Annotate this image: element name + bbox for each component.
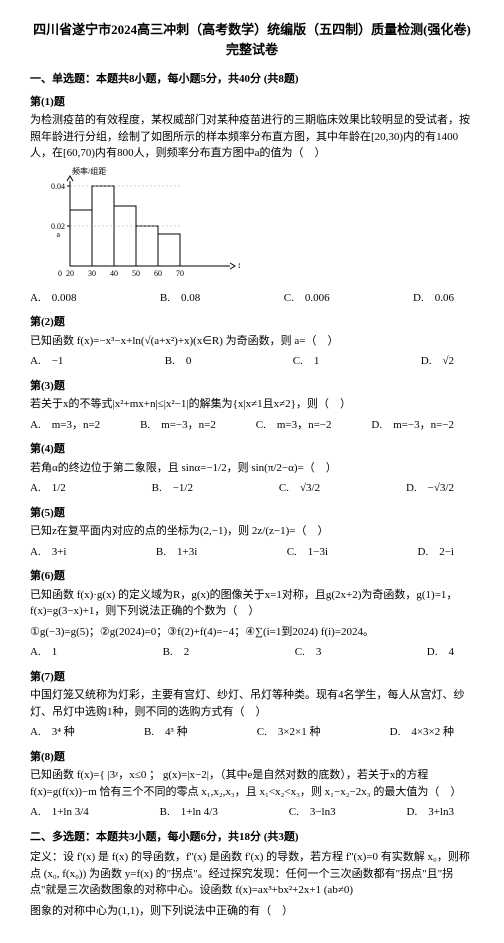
q3-label: 第(3)题 [30, 378, 474, 395]
q1-label: 第(1)题 [30, 94, 474, 111]
q4-optB: B. −1/2 [152, 480, 193, 497]
q8-optA: A. 1+ln 3/4 [30, 804, 89, 821]
q5-body: 已知z在复平面内对应的点的坐标为(2,−1)，则 2z/(z−1)=（ ） [30, 523, 474, 540]
q6-body2: ①g(−3)=g(5)；②g(2024)=0；③f(2)+f(4)=−4；④∑(… [30, 624, 474, 641]
q9-body1: 定义：设 f'(x) 是 f(x) 的导函数，f''(x) 是函数 f'(x) … [30, 849, 474, 899]
q3-options: A. m=3，n=2 B. m=−3，n=2 C. m=3，n=−2 D. m=… [30, 417, 474, 434]
q8-optB: B. 1+ln 4/3 [160, 804, 218, 821]
q7-body: 中国灯笼又统称为灯彩，主要有宫灯、纱灯、吊灯等种类。现有4名学生，每人从宫灯、纱… [30, 687, 474, 720]
q7-label: 第(7)题 [30, 669, 474, 686]
svg-text:年龄/岁: 年龄/岁 [238, 261, 240, 271]
q5-optC: C. 1−3i [287, 544, 328, 561]
q6-optC: C. 3 [295, 644, 322, 661]
svg-text:a: a [56, 230, 60, 239]
q2-optA: A. −1 [30, 353, 63, 370]
svg-text:50: 50 [132, 269, 140, 278]
svg-text:30: 30 [88, 269, 96, 278]
q6-options: A. 1 B. 2 C. 3 D. 4 [30, 644, 474, 661]
svg-text:60: 60 [154, 269, 162, 278]
q5-optD: D. 2−i [418, 544, 454, 561]
q3-optB: B. m=−3，n=2 [140, 417, 216, 434]
q8-body: 已知函数 f(x)={ |3ᵡ，x≤0 ； g(x)=|x−2|，（其中e是自然… [30, 767, 474, 800]
histogram-chart: 2030405060700.040.02频率/组距年龄/岁0a [40, 166, 240, 286]
q7-options: A. 3⁴ 种 B. 4³ 种 C. 3×2×1 种 D. 4×3×2 种 [30, 724, 474, 741]
q4-optD: D. −√3/2 [406, 480, 454, 497]
q3-optC: C. m=3，n=−2 [256, 417, 332, 434]
svg-text:频率/组距: 频率/组距 [72, 166, 106, 176]
q1-optC: C. 0.006 [284, 290, 330, 307]
page-title: 四川省遂宁市2024高三冲刺（高考数学）统编版（五四制）质量检测(强化卷)完整试… [30, 20, 474, 59]
q4-options: A. 1/2 B. −1/2 C. √3/2 D. −√3/2 [30, 480, 474, 497]
q4-optA: A. 1/2 [30, 480, 66, 497]
q1-body: 为检测疫苗的有效程度，某权威部门对某种疫苗进行的三期临床效果比较明显的受试者，按… [30, 112, 474, 162]
svg-text:70: 70 [176, 269, 184, 278]
q5-optA: A. 3+i [30, 544, 66, 561]
svg-text:20: 20 [66, 269, 74, 278]
q6-body: 已知函数 f(x)·g(x) 的定义域为R，g(x)的图像关于x=1对称，且g(… [30, 587, 474, 620]
q7-optA: A. 3⁴ 种 [30, 724, 75, 741]
q3-body: 若关于x的不等式|x²+mx+n|≤|x²−1|的解集为{x|x≠1且x≠2}，… [30, 396, 474, 413]
q6-optB: B. 2 [163, 644, 190, 661]
q1-options: A. 0.008 B. 0.08 C. 0.006 D. 0.06 [30, 290, 474, 307]
svg-text:0: 0 [58, 269, 62, 278]
q5-optB: B. 1+3i [156, 544, 197, 561]
q8-optC: C. 3−ln3 [289, 804, 336, 821]
q6-optA: A. 1 [30, 644, 57, 661]
section1-header: 一、单选题：本题共8小题，每小题5分，共40分 (共8题) [30, 71, 474, 88]
q6-label: 第(6)题 [30, 568, 474, 585]
q2-body: 已知函数 f(x)=−x³−x+ln(√(a+x²)+x)(x∈R) 为奇函数，… [30, 333, 474, 350]
q2-optB: B. 0 [165, 353, 192, 370]
q4-optC: C. √3/2 [279, 480, 320, 497]
q3-optA: A. m=3，n=2 [30, 417, 100, 434]
q1-optA: A. 0.008 [30, 290, 76, 307]
q5-options: A. 3+i B. 1+3i C. 1−3i D. 2−i [30, 544, 474, 561]
q8-optD: D. 3+ln3 [407, 804, 454, 821]
section2-header: 二、多选题：本题共3小题，每小题6分，共18分 (共3题) [30, 829, 474, 846]
q2-optC: C. 1 [293, 353, 320, 370]
q6-optD: D. 4 [427, 644, 454, 661]
svg-text:40: 40 [110, 269, 118, 278]
q3-optD: D. m=−3，n=−2 [371, 417, 454, 434]
q9-body2: 图象的对称中心为(1,1)，则下列说法中正确的有（ ） [30, 903, 474, 920]
q1-optB: B. 0.08 [160, 290, 200, 307]
q4-label: 第(4)题 [30, 441, 474, 458]
q7-optD: D. 4×3×2 种 [390, 724, 454, 741]
q4-body: 若角α的终边位于第二象限，且 sinα=−1/2，则 sin(π/2−α)=（ … [30, 460, 474, 477]
q7-optB: B. 4³ 种 [144, 724, 188, 741]
q2-options: A. −1 B. 0 C. 1 D. √2 [30, 353, 474, 370]
q8-options: A. 1+ln 3/4 B. 1+ln 4/3 C. 3−ln3 D. 3+ln… [30, 804, 474, 821]
q2-optD: D. √2 [421, 353, 454, 370]
q2-label: 第(2)题 [30, 314, 474, 331]
q8-label: 第(8)题 [30, 749, 474, 766]
svg-text:0.04: 0.04 [51, 182, 65, 191]
q7-optC: C. 3×2×1 种 [257, 724, 321, 741]
q5-label: 第(5)题 [30, 505, 474, 522]
q1-optD: D. 0.06 [413, 290, 454, 307]
